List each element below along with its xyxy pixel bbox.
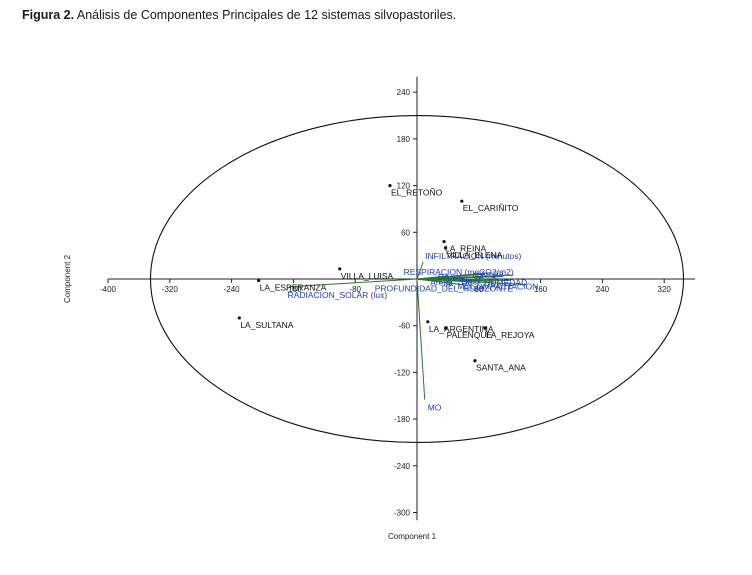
- x-tick-label: 160: [534, 285, 548, 294]
- figure-caption-text: Análisis de Componentes Principales de 1…: [76, 8, 457, 22]
- loading-label: Mg: [457, 281, 469, 291]
- loading-label: PH: [453, 273, 465, 283]
- y-tick-label: -300: [394, 508, 411, 517]
- y-tick-label: -180: [394, 415, 411, 424]
- loading-label: RESPIRACION (mgCO2/m2): [404, 267, 514, 277]
- x-tick-label: -160: [285, 285, 302, 294]
- loading-vector: [289, 278, 418, 288]
- loading-label: DA: [438, 272, 450, 282]
- sample-label: VILLA_ELENA: [447, 250, 503, 260]
- loading-vector: [416, 261, 424, 280]
- sample-label: LA_ESPERANZA: [260, 283, 327, 293]
- sample-point: [426, 320, 430, 324]
- sample-label: EL_RETOÑO: [391, 188, 443, 198]
- y-tick-label: 60: [401, 228, 410, 237]
- sample-point: [483, 326, 487, 330]
- loading-label: MO: [428, 403, 442, 413]
- sample-point: [388, 184, 392, 188]
- sample-point: [473, 359, 477, 363]
- sample-label: EL_CARIÑITO: [463, 203, 519, 213]
- axes-layer: -400 -320 -240 -160 -80 80 160 240 320 240 180 120 6…: [100, 76, 696, 521]
- sample-point: [443, 246, 448, 250]
- loading-label: P: [446, 280, 452, 290]
- x-axis-title: Component 1: [388, 532, 437, 541]
- sample-label: LA_SULTANA: [240, 320, 293, 330]
- sample-label: SANTA_ANA: [476, 363, 526, 373]
- loading-label: RADIACION_SOLAR (lux): [288, 290, 388, 300]
- loading-vector: [416, 278, 426, 400]
- loading-label: Ca: [473, 270, 484, 280]
- sample-label: PALENQUE: [447, 330, 493, 340]
- sample-point: [237, 316, 241, 320]
- y-tick-label: -240: [394, 462, 411, 471]
- sample-point: [443, 326, 448, 330]
- loading-label: K: [492, 273, 498, 283]
- loading-label: Arena: [430, 277, 453, 287]
- y-tick-label: 180: [397, 135, 411, 144]
- loading-label: HUMEDAD: [484, 277, 527, 287]
- sample-point: [460, 199, 464, 203]
- sample-point: [442, 240, 446, 244]
- loading-label: INFILTRACION (minutos): [425, 251, 521, 261]
- loading-vector: [416, 276, 502, 280]
- y-axis-title: Component 2: [63, 254, 72, 303]
- loading-vector: [416, 278, 472, 281]
- x-tick-label: 80: [474, 285, 483, 294]
- sample-point: [338, 267, 342, 271]
- sample-label: VILLA_LUISA: [341, 271, 394, 281]
- loading-label: N: [465, 278, 471, 288]
- loading-label: T: [477, 275, 482, 285]
- x-tick-label: 240: [596, 285, 610, 294]
- x-tick-label: -80: [349, 285, 361, 294]
- sample-label: LA_REINA: [445, 244, 486, 254]
- figure-caption-label: Figura 2.: [22, 8, 75, 22]
- sample-label: LA_ARGENTINA: [429, 324, 494, 334]
- x-tick-label: -320: [162, 285, 179, 294]
- sample-point: [257, 278, 261, 283]
- y-tick-label: 240: [397, 88, 411, 97]
- loading-label: Arcilla: [480, 269, 503, 279]
- x-tick-label: -240: [224, 285, 241, 294]
- x-tick-label: -400: [100, 285, 117, 294]
- sample-label: LA_REJOYA: [486, 330, 535, 340]
- loading-label: Limo: [461, 276, 480, 286]
- loading-vector: [416, 272, 491, 280]
- x-tick-label: 320: [658, 285, 672, 294]
- loading-label: PROFUNDIDAD_DEL_HORIZONTE: [375, 284, 514, 294]
- y-tick-label: 120: [397, 182, 411, 191]
- loading-label: COMPACTACION: [470, 281, 538, 291]
- y-tick-label: -120: [394, 368, 411, 377]
- y-tick-label: -60: [398, 322, 410, 331]
- loading-vectors-layer: MO RADIACION_SOLAR (lux) INFILTRACION (min…: [288, 251, 539, 413]
- figure-caption: Figura 2. Análisis de Componentes Princi…: [22, 8, 456, 22]
